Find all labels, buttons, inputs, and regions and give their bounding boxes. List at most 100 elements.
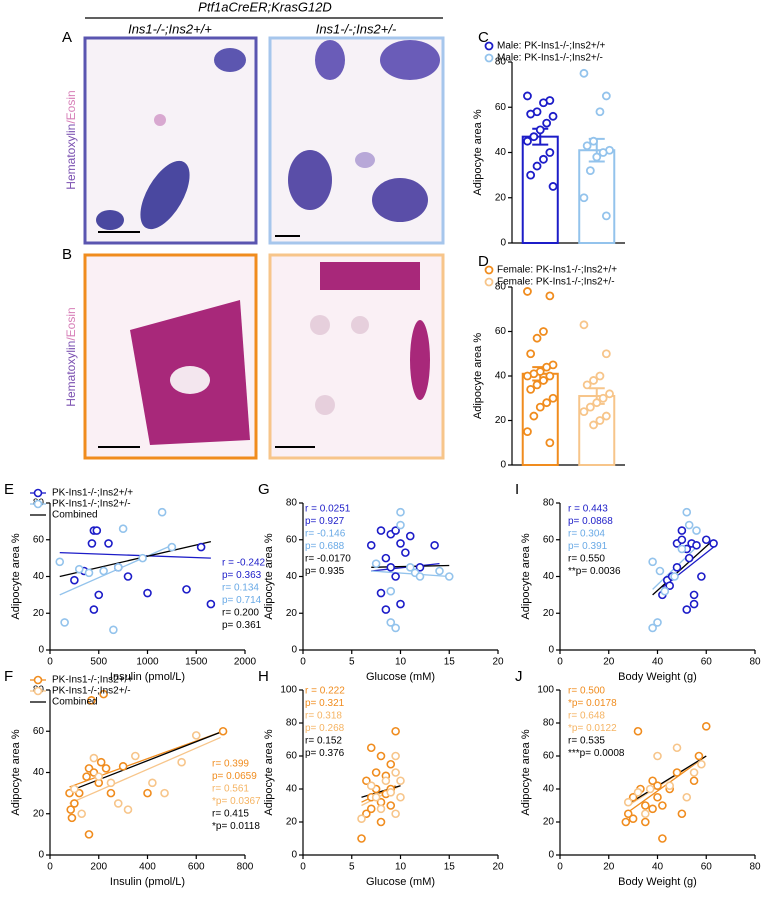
y-tick-label: 60 [33, 534, 45, 545]
fit-line [371, 570, 450, 578]
y-tick-label: 20 [543, 817, 555, 828]
data-point [177, 757, 186, 767]
x-axis-label: Glucose (mM) [366, 671, 435, 683]
x-axis-label: Body Weight (g) [618, 876, 697, 888]
stat-label: *p= 0.0178 [568, 698, 617, 709]
data-point [545, 148, 555, 157]
y-tick-label: 40 [286, 784, 298, 795]
data-point [523, 91, 532, 101]
data-point [660, 586, 670, 596]
data-point [118, 762, 128, 771]
data-point [694, 751, 704, 761]
histology-image [268, 36, 445, 245]
data-point [113, 563, 123, 572]
data-point [545, 371, 555, 381]
data-point [689, 768, 699, 777]
data-point [82, 772, 91, 781]
data-point [648, 623, 657, 633]
data-point [542, 362, 552, 372]
fit-line [69, 736, 221, 805]
data-point [405, 563, 415, 572]
data-point [670, 572, 679, 581]
y-tick-label: 20 [495, 192, 507, 203]
data-point [579, 68, 589, 78]
stat-label: r = -0.242 [222, 558, 266, 569]
stat-label: r= -0.146 [305, 529, 346, 540]
data-point [160, 788, 169, 798]
y-axis-label: Adipocyte area % [263, 729, 275, 815]
data-point [109, 625, 118, 635]
data-point [376, 588, 386, 598]
y-tick-label: 20 [286, 817, 298, 828]
legend-marker [484, 277, 494, 287]
y-tick-label: 60 [495, 326, 507, 337]
data-point [697, 759, 706, 769]
data-point [628, 792, 638, 802]
data-point [55, 557, 65, 567]
y-tick-label: 0 [38, 850, 44, 861]
data-point [641, 801, 650, 810]
histology-image [268, 253, 445, 460]
data-point [92, 526, 102, 535]
data-point [589, 136, 598, 146]
stat-label: r= 0.500 [568, 686, 605, 697]
data-point [526, 384, 536, 394]
data-point [218, 726, 228, 736]
data-point [362, 776, 371, 786]
x-tick-label: 80 [749, 657, 761, 668]
data-point [665, 581, 674, 590]
stain-eosin: /Eosin [64, 307, 78, 340]
y-tick-label: 80 [543, 718, 555, 729]
data-point [391, 726, 400, 736]
y-tick-label: 20 [543, 608, 555, 619]
stat-label: r= 0.415 [212, 809, 249, 820]
panel-letter: D [478, 253, 489, 270]
x-tick-label: 200 [90, 862, 107, 873]
y-tick-label: 0 [548, 850, 554, 861]
data-point [658, 834, 667, 843]
data-point [641, 809, 650, 819]
data-point [396, 792, 405, 802]
legend-marker [33, 488, 43, 498]
data-point [701, 721, 711, 731]
data-point [123, 572, 133, 581]
column-header: Ins1-/-;Ins2+/+ [128, 21, 212, 36]
y-tick-label: 80 [495, 282, 507, 293]
data-point [386, 759, 396, 769]
y-tick-label: 60 [543, 534, 555, 545]
y-tick-label: 20 [33, 608, 45, 619]
y-tick-label: 100 [280, 685, 297, 696]
data-point [87, 696, 96, 705]
legend-label: Combined [52, 510, 98, 521]
data-point [396, 599, 405, 609]
data-point [633, 787, 643, 797]
x-tick-label: 500 [90, 657, 107, 668]
x-tick-label: 80 [749, 862, 761, 873]
y-axis-label: Adipocyte area % [263, 533, 275, 619]
legend-marker [484, 265, 494, 275]
stain-eosin: /Eosin [64, 90, 78, 123]
y-tick-label: 40 [543, 784, 555, 795]
data-point [157, 507, 167, 517]
x-axis-label: Glucose (mM) [366, 876, 435, 888]
data-point [366, 781, 376, 791]
data-point [94, 772, 104, 781]
y-axis-label: Adipocyte area % [472, 109, 484, 195]
data-point [67, 813, 77, 823]
x-tick-label: 40 [652, 862, 664, 873]
stat-label: p= 0.361 [222, 620, 262, 631]
y-tick-label: 20 [286, 608, 298, 619]
data-point [689, 776, 699, 786]
x-tick-label: 15 [444, 657, 456, 668]
data-point [401, 548, 410, 557]
data-point [542, 398, 552, 408]
stat-label: *p= 0.0367 [212, 796, 261, 807]
y-tick-label: 0 [291, 850, 297, 861]
x-tick-label: 1000 [136, 657, 159, 668]
legend-marker [484, 41, 494, 51]
data-point [70, 799, 79, 808]
data-point [539, 98, 548, 108]
data-point [391, 809, 400, 819]
data-point [589, 376, 598, 385]
data-point [682, 507, 692, 517]
